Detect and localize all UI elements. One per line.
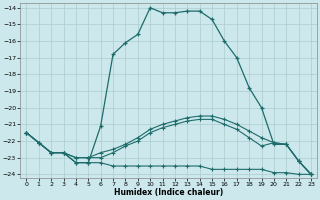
X-axis label: Humidex (Indice chaleur): Humidex (Indice chaleur) <box>114 188 223 197</box>
